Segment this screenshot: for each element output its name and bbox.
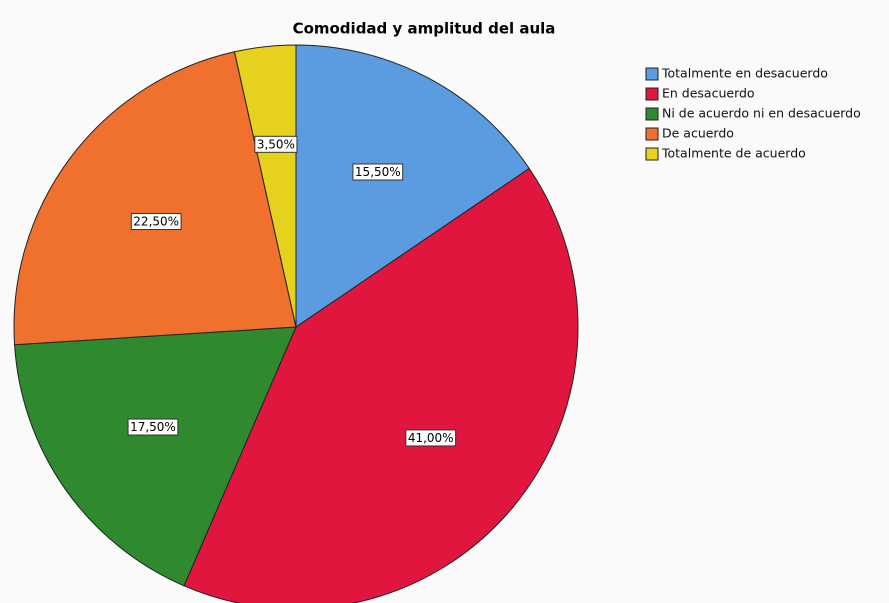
legend-swatch — [645, 87, 659, 101]
data-label-text: 15,50% — [355, 165, 401, 179]
legend-label: Totalmente en desacuerdo — [661, 66, 828, 81]
legend-label: De acuerdo — [662, 126, 734, 141]
pie-slice — [14, 326, 297, 587]
legend-swatch — [645, 127, 659, 141]
data-label-text: 17,50% — [130, 420, 176, 434]
data-label-box — [127, 418, 179, 436]
pie-slice — [295, 44, 530, 328]
data-label: 15,50% — [352, 163, 404, 181]
data-label: 41,00% — [405, 429, 457, 447]
pie-slice — [233, 44, 297, 328]
data-label-box — [352, 163, 404, 181]
legend-label: Ni de acuerdo ni en desacuerdo — [662, 106, 861, 121]
pie-slice — [183, 167, 579, 603]
data-label-text: 22,50% — [133, 215, 179, 229]
data-label-box — [254, 135, 298, 153]
data-label: 22,50% — [130, 213, 182, 231]
data-label-box — [130, 213, 182, 231]
data-label-box — [405, 429, 457, 447]
legend-swatch — [645, 147, 659, 161]
legend-label: En desacuerdo — [662, 86, 755, 101]
chart-title: Comodidad y amplitud del aula — [293, 20, 556, 38]
data-label: 3,50% — [254, 135, 298, 153]
data-label: 17,50% — [127, 418, 179, 436]
data-label-text: 41,00% — [408, 431, 454, 445]
pie-slice — [13, 51, 297, 346]
legend-swatch — [645, 67, 659, 81]
legend-swatch — [645, 107, 659, 121]
legend-label: Totalmente de acuerdo — [661, 146, 806, 161]
data-label-text: 3,50% — [257, 137, 295, 151]
